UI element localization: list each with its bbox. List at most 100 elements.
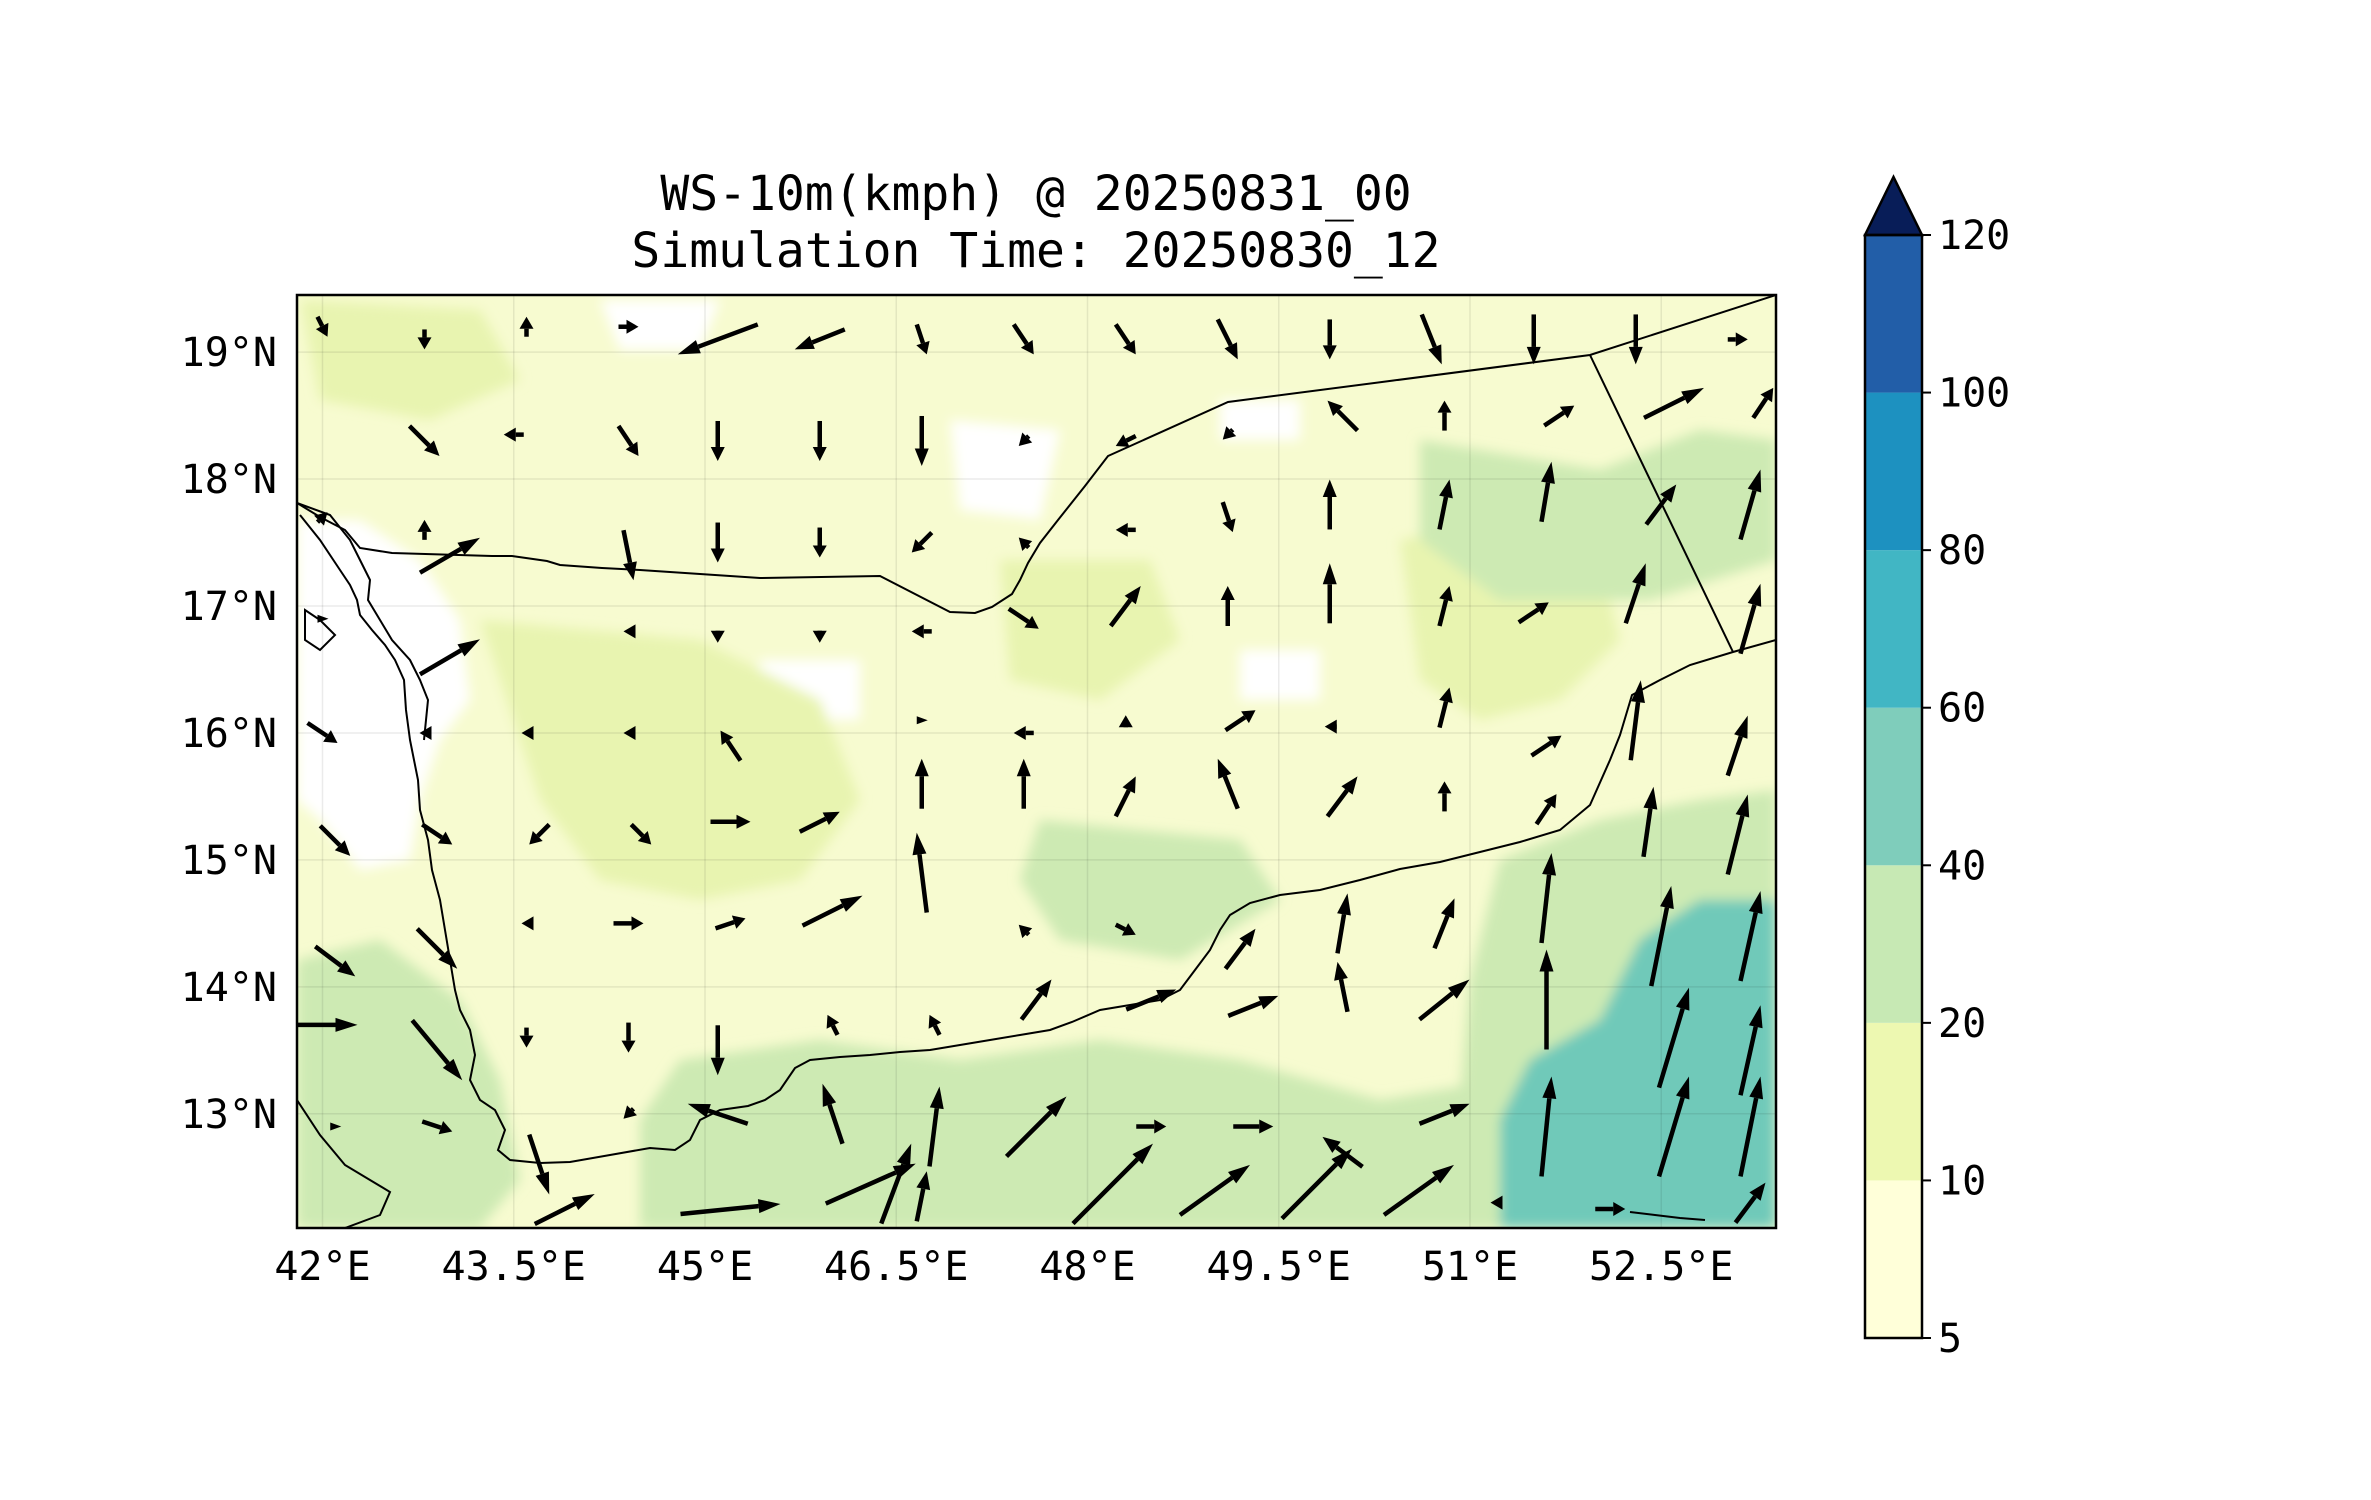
calm-patch <box>1240 650 1320 700</box>
wind-arrow <box>621 1022 636 1053</box>
wind-arrow <box>1623 563 1646 625</box>
wind-arrow <box>317 614 329 623</box>
wind-arrow <box>1432 898 1455 950</box>
wind-arrow <box>822 1083 845 1145</box>
wind-arrow <box>1539 949 1554 1050</box>
wind-arrow <box>714 915 746 931</box>
wind-arrow <box>1115 433 1137 447</box>
wind-arrow <box>503 427 524 442</box>
wind-arrow <box>529 822 551 845</box>
wind-arrow <box>623 624 636 639</box>
wind-arrow <box>410 1018 463 1081</box>
wind-arrow <box>1595 1201 1626 1216</box>
wind-arrow <box>720 730 743 762</box>
wind-arrow <box>629 822 652 845</box>
wind-arrow <box>1437 479 1453 530</box>
wind-arrow <box>1738 891 1763 982</box>
wind-arrow <box>1526 314 1541 365</box>
wind-arrow <box>1011 323 1034 355</box>
wind-arrow <box>521 916 534 931</box>
wind-arrow <box>1018 537 1033 551</box>
wind-arrow <box>1224 710 1256 733</box>
lat-tick-label: 14°N <box>181 965 277 1011</box>
wind-arrow <box>1114 922 1136 936</box>
wind-arrow <box>911 530 934 553</box>
calm-patch <box>600 300 720 350</box>
wind-arrow <box>916 716 928 725</box>
colorbar-tick-label: 5 <box>1938 1316 1962 1362</box>
wind-arrow <box>1437 687 1453 729</box>
wind-arrow <box>710 1025 725 1076</box>
southern-coastline <box>299 514 1776 1165</box>
wind-arrow <box>1016 758 1031 809</box>
wind-arrow <box>1517 602 1549 625</box>
wind-arrow <box>314 512 328 526</box>
wind-arrow <box>1382 1164 1454 1217</box>
wind-arrow <box>1013 725 1034 740</box>
calm-patch <box>1220 400 1300 440</box>
wind-arrow <box>1437 400 1452 431</box>
lon-tick-label: 46.5°E <box>824 1244 969 1290</box>
wind-arrow <box>1334 961 1350 1013</box>
wind-arrow <box>687 1103 749 1126</box>
wind-arrow <box>1437 781 1452 812</box>
wind-arrow <box>419 725 432 740</box>
colorbar-bin <box>1865 707 1922 866</box>
wind-arrow <box>519 1027 534 1048</box>
lat-tick-label: 13°N <box>181 1092 277 1138</box>
island <box>1629 1211 1706 1221</box>
wind-arrow <box>417 329 432 350</box>
wind-arrow <box>914 415 929 466</box>
wind-arrow <box>1007 606 1039 629</box>
wind-arrow <box>914 323 930 355</box>
wind-arrow <box>1656 987 1690 1089</box>
wind-arrow <box>306 721 338 743</box>
wind-arrow <box>812 630 827 643</box>
wind-arrow <box>801 895 863 928</box>
wind-arrow <box>1539 461 1555 523</box>
wind-arrow <box>418 537 480 575</box>
title-line1: WS-10m(kmph) @ 20250831_00 <box>660 166 1411 222</box>
lon-axis: 42°E 43.5°E 45°E 46.5°E 48°E 49.5°E 51°E 52.5°E <box>274 1244 1733 1290</box>
wind-arrow <box>315 315 329 337</box>
wind-arrow <box>521 725 534 740</box>
wind-arrow <box>1233 1119 1274 1134</box>
wind-arrow <box>533 1193 595 1226</box>
wind-arrow <box>1324 719 1337 734</box>
wind-arrow <box>297 1017 358 1032</box>
wind-arrow <box>1113 323 1136 355</box>
wind-arrow <box>1543 405 1575 428</box>
moderate-wind-zone <box>297 940 520 1228</box>
wind-arrow <box>1108 586 1141 628</box>
wind-arrow <box>1227 995 1279 1018</box>
wind-arrow <box>1322 563 1337 624</box>
wind-arrow <box>1649 886 1674 987</box>
wind-arrow <box>613 916 644 931</box>
wind-arrow <box>1215 318 1238 360</box>
wind-arrow <box>798 811 840 834</box>
wind-arrow <box>1018 432 1033 446</box>
colorbar-tick-label: 80 <box>1938 528 1986 574</box>
lon-tick-label: 43.5°E <box>442 1244 587 1290</box>
map-panel <box>297 295 1776 1228</box>
wind-arrow <box>1118 715 1133 728</box>
wind-arrow <box>1738 469 1762 541</box>
lat-tick-label: 17°N <box>181 584 277 630</box>
wind-arrow <box>1738 1005 1763 1096</box>
lat-tick-label: 18°N <box>181 457 277 503</box>
lon-tick-label: 49.5°E <box>1207 1244 1352 1290</box>
colorbar-tick-label: 60 <box>1938 686 1986 732</box>
light-wind-zone <box>300 300 520 420</box>
coastlines-borders <box>297 295 1776 1228</box>
wind-arrow <box>1628 680 1645 761</box>
wind-arrow <box>794 327 846 350</box>
map-frame <box>295 293 1778 1230</box>
wind-arrow <box>1738 1076 1764 1177</box>
colorbar-frame <box>1863 233 1924 1340</box>
wind-arrow <box>1539 852 1557 944</box>
wind-arrow <box>1325 776 1358 818</box>
wind-arrow <box>1419 313 1442 365</box>
colorbar-tick-label: 100 <box>1938 371 2010 417</box>
wind-arrow <box>418 639 480 677</box>
colorbar-bin <box>1865 550 1922 708</box>
